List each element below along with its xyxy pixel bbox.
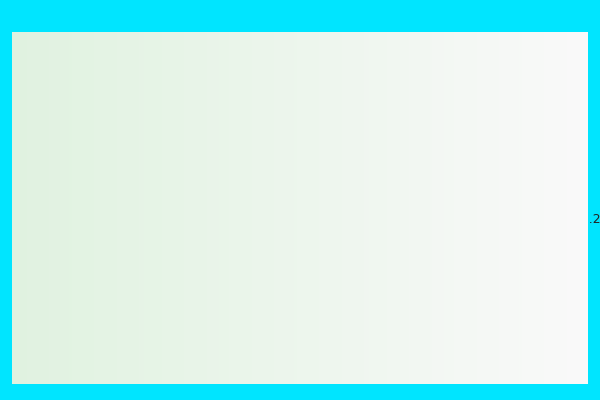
Text: Assaults (8.9%): Assaults (8.9%): [176, 89, 274, 111]
Wedge shape: [195, 208, 300, 292]
Wedge shape: [172, 97, 300, 208]
Wedge shape: [166, 171, 300, 291]
Wedge shape: [172, 169, 300, 208]
Wedge shape: [300, 74, 341, 208]
Wedge shape: [225, 95, 300, 208]
Text: City-Data.com: City-Data.com: [397, 50, 494, 63]
Wedge shape: [229, 74, 300, 208]
Text: Rapes (0.6%): Rapes (0.6%): [145, 124, 242, 137]
Wedge shape: [196, 81, 434, 342]
Text: Burglaries (10.8%): Burglaries (10.8%): [124, 150, 241, 175]
Text: Thefts (59.2%): Thefts (59.2%): [385, 213, 600, 264]
Text: Auto thefts (15.1%): Auto thefts (15.1%): [152, 230, 275, 302]
Text: Robberies (5.0%): Robberies (5.0%): [267, 64, 375, 106]
Text: Arson (0.2%): Arson (0.2%): [134, 182, 215, 226]
Text: Murders (0.2%): Murders (0.2%): [224, 272, 404, 355]
